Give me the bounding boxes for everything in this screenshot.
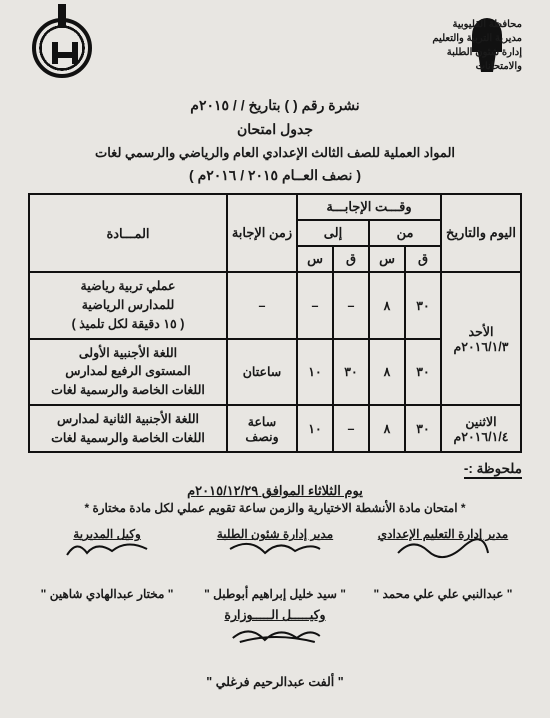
org-line2: مديرية التربية والتعليم bbox=[432, 33, 522, 44]
note-body: * امتحان مادة الأنشطة الاختيارية والزمن … bbox=[28, 501, 522, 515]
bottom-signature bbox=[176, 622, 374, 646]
subject-line: اللغة الأجنبية الثانية لمدارس bbox=[32, 410, 224, 429]
cell-from-h: ٣٠ bbox=[405, 405, 441, 453]
day-name: الاثنين bbox=[444, 414, 518, 429]
org-line1: محافظة القليوبية bbox=[452, 19, 522, 30]
col-duration: زمن الإجابة bbox=[227, 194, 297, 272]
cell-from-m: ٨ bbox=[369, 339, 405, 405]
title-line2: جدول امتحان bbox=[28, 118, 522, 142]
cell-duration: ساعتان bbox=[227, 339, 297, 405]
title-line4: ( نصف العــام ٢٠١٥ / ٢٠١٦م ) bbox=[28, 164, 522, 188]
day-date: ٢٠١٦/١/٣م bbox=[444, 339, 518, 354]
subject-line: اللغة الأجنبية الأولى bbox=[32, 344, 224, 363]
signature-scribbles bbox=[28, 541, 522, 559]
subject-line: اللغات الخاصة والرسمية لغات bbox=[32, 429, 224, 448]
table-row: الأحد ٢٠١٦/١/٣م ٣٠ ٨ – – – عملي تربية ري… bbox=[29, 272, 521, 338]
cell-to-h: – bbox=[333, 272, 369, 338]
org-logo-right: محافظة القليوبية مديرية التربية والتعليم… bbox=[422, 18, 522, 88]
note-label: ملحوظة :- bbox=[464, 461, 522, 479]
title-line1: نشرة رقم ( ) بتاريخ / / ٢٠١٥م bbox=[28, 94, 522, 118]
subject-line: اللغات الخاصة والرسمية لغات bbox=[32, 381, 224, 400]
col-time: وقـــت الإجابـــة bbox=[297, 194, 441, 220]
cell-duration: – bbox=[227, 272, 297, 338]
header-logos: محافظة القليوبية مديرية التربية والتعليم… bbox=[28, 18, 522, 88]
col-subject: المـــادة bbox=[29, 194, 227, 272]
day-name: الأحد bbox=[444, 324, 518, 339]
subject-line: للمدارس الرياضية bbox=[32, 296, 224, 315]
subject-line: عملي تربية رياضية bbox=[32, 277, 224, 296]
cell-to-m: – bbox=[297, 272, 333, 338]
col-to: إلى bbox=[297, 220, 369, 246]
org-logo-left bbox=[28, 18, 92, 82]
col-to-m: س bbox=[297, 246, 333, 272]
signature-names: " عبدالنبي علي علي محمد " " سيد خليل إبر… bbox=[28, 587, 522, 601]
sign-name-c: " مختار عبدالهادي شاهين " bbox=[28, 587, 186, 601]
cell-from-h: ٣٠ bbox=[405, 339, 441, 405]
sign-name-a: " عبدالنبي علي علي محمد " bbox=[364, 587, 522, 601]
subject-line: المستوى الرفيع لمدارس bbox=[32, 362, 224, 381]
bottom-title: وكيـــــل الـــــوزارة bbox=[28, 607, 522, 622]
org-line3: إدارة شئون الطلبة والامتحانات bbox=[447, 47, 522, 72]
col-to-h: ق bbox=[333, 246, 369, 272]
col-from-h: ق bbox=[405, 246, 441, 272]
table-row: الاثنين ٢٠١٦/١/٤م ٣٠ ٨ – ١٠ ساعة ونصف ال… bbox=[29, 405, 521, 453]
cell-from-m: ٨ bbox=[369, 272, 405, 338]
sign-name-b: " سيد خليل إبراهيم أبوطبل " bbox=[196, 587, 354, 601]
col-from: من bbox=[369, 220, 441, 246]
bottom-name: " ألفت عبدالرحيم فرغلي " bbox=[28, 674, 522, 689]
title-line3: المواد العملية للصف الثالث الإعدادي العا… bbox=[28, 142, 522, 164]
cell-to-m: ١٠ bbox=[297, 405, 333, 453]
col-day: اليوم والتاريخ bbox=[441, 194, 521, 272]
cell-duration: ساعة ونصف bbox=[227, 405, 297, 453]
schedule-table: اليوم والتاريخ وقـــت الإجابـــة زمن الإ… bbox=[28, 193, 522, 453]
cell-from-m: ٨ bbox=[369, 405, 405, 453]
cell-to-h: ٣٠ bbox=[333, 339, 369, 405]
cell-to-m: ١٠ bbox=[297, 339, 333, 405]
title-block: نشرة رقم ( ) بتاريخ / / ٢٠١٥م جدول امتحا… bbox=[28, 94, 522, 187]
cell-from-h: ٣٠ bbox=[405, 272, 441, 338]
col-from-m: س bbox=[369, 246, 405, 272]
subject-line: ( ١٥ دقيقة لكل تلميذ ) bbox=[32, 315, 224, 334]
day-date: ٢٠١٦/١/٤م bbox=[444, 429, 518, 444]
cell-to-h: – bbox=[333, 405, 369, 453]
note-date: يوم الثلاثاء الموافق ٢٠١٥/١٢/٢٩م bbox=[28, 483, 522, 499]
